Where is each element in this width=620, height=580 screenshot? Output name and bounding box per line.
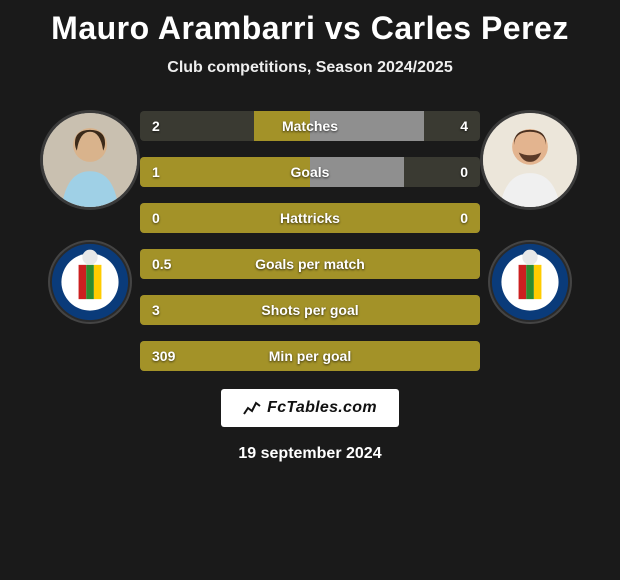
stat-left-value: 0 — [152, 210, 160, 226]
comparison-main: 2 4 Matches 1 0 Goals 0 0 Hattricks 0.5 Goals per … — [0, 105, 620, 371]
page-title: Mauro Arambarri vs Carles Perez — [51, 10, 569, 47]
stat-label: Goals — [291, 164, 330, 180]
subtitle: Club competitions, Season 2024/2025 — [167, 59, 452, 77]
player1-avatar — [40, 110, 140, 210]
person-icon — [43, 113, 137, 207]
stat-label: Min per goal — [269, 348, 351, 364]
stat-row: 309 Min per goal — [140, 341, 480, 371]
stat-left-value: 2 — [152, 118, 160, 134]
right-side — [470, 105, 590, 324]
source-badge: FcTables.com — [221, 389, 399, 427]
stat-right-value: 4 — [460, 118, 468, 134]
stats-bars: 2 4 Matches 1 0 Goals 0 0 Hattricks 0.5 Goals per … — [140, 105, 480, 371]
player2-avatar — [480, 110, 580, 210]
stat-left-value: 309 — [152, 348, 175, 364]
stat-right-value: 0 — [460, 210, 468, 226]
player1-name: Mauro Arambarri — [51, 10, 315, 46]
stat-left-fill — [140, 157, 310, 187]
stat-row: 3 Shots per goal — [140, 295, 480, 325]
chart-icon — [243, 400, 261, 416]
stat-row: 1 0 Goals — [140, 157, 480, 187]
stat-label: Hattricks — [280, 210, 340, 226]
stat-label: Matches — [282, 118, 338, 134]
player2-club-badge — [488, 240, 572, 324]
stat-left-value: 0.5 — [152, 256, 171, 272]
vs-label: vs — [325, 10, 362, 46]
source-text: FcTables.com — [267, 399, 377, 417]
stat-left-value: 1 — [152, 164, 160, 180]
stat-row: 0.5 Goals per match — [140, 249, 480, 279]
player1-club-badge — [48, 240, 132, 324]
stat-row: 2 4 Matches — [140, 111, 480, 141]
club-crest-icon — [490, 242, 570, 322]
date-label: 19 september 2024 — [238, 445, 381, 463]
stat-right-value: 0 — [460, 164, 468, 180]
person-icon — [483, 113, 577, 207]
stat-label: Shots per goal — [261, 302, 358, 318]
left-side — [30, 105, 150, 324]
stat-label: Goals per match — [255, 256, 365, 272]
stat-left-value: 3 — [152, 302, 160, 318]
root: Mauro Arambarri vs Carles Perez Club com… — [0, 0, 620, 580]
stat-row: 0 0 Hattricks — [140, 203, 480, 233]
player2-name: Carles Perez — [371, 10, 569, 46]
club-crest-icon — [50, 242, 130, 322]
